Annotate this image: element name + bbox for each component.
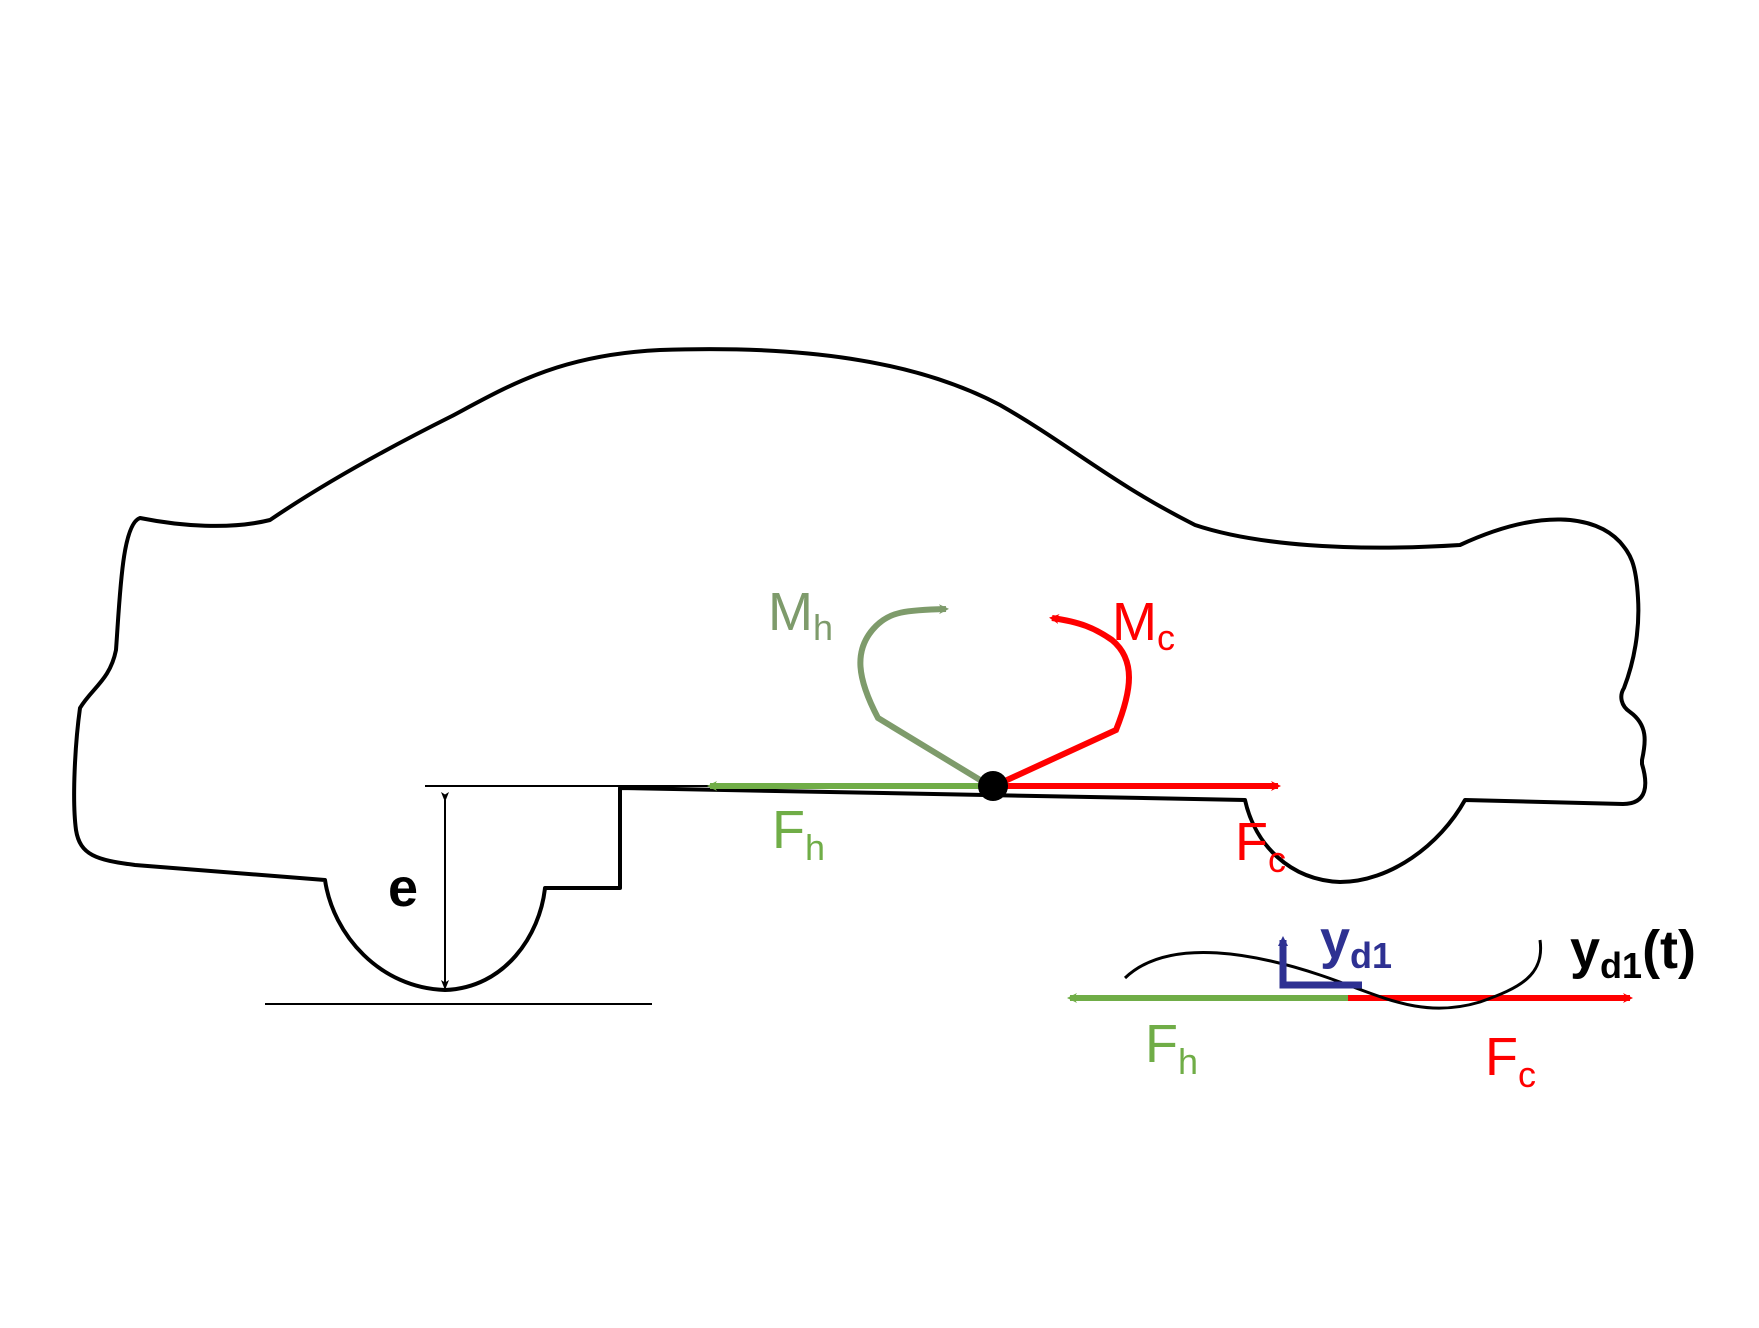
center-of-gravity-dot-icon [978,771,1008,801]
force-human-label-contact: Fh [1145,1014,1198,1082]
car-outline-icon [72,347,1648,992]
human-moment-arrow [857,604,992,789]
force-controller-label-contact: Fc [1485,1027,1536,1095]
disturbance-axis-label: yd1 [1320,910,1392,976]
controller-moment-arrow [992,614,1132,789]
moment-human-label: Mh [768,582,833,648]
disturbance-signal-label: yd1(t) [1570,920,1696,986]
disturbance-axis-icon [1283,940,1362,989]
dimension-label-e: e [388,858,418,918]
force-controller-label-cg: Fc [1235,812,1286,880]
disturbance-signal-curve [1123,939,1543,1010]
moment-controller-label: Mc [1112,592,1175,658]
force-human-label-cg: Fh [772,800,825,868]
